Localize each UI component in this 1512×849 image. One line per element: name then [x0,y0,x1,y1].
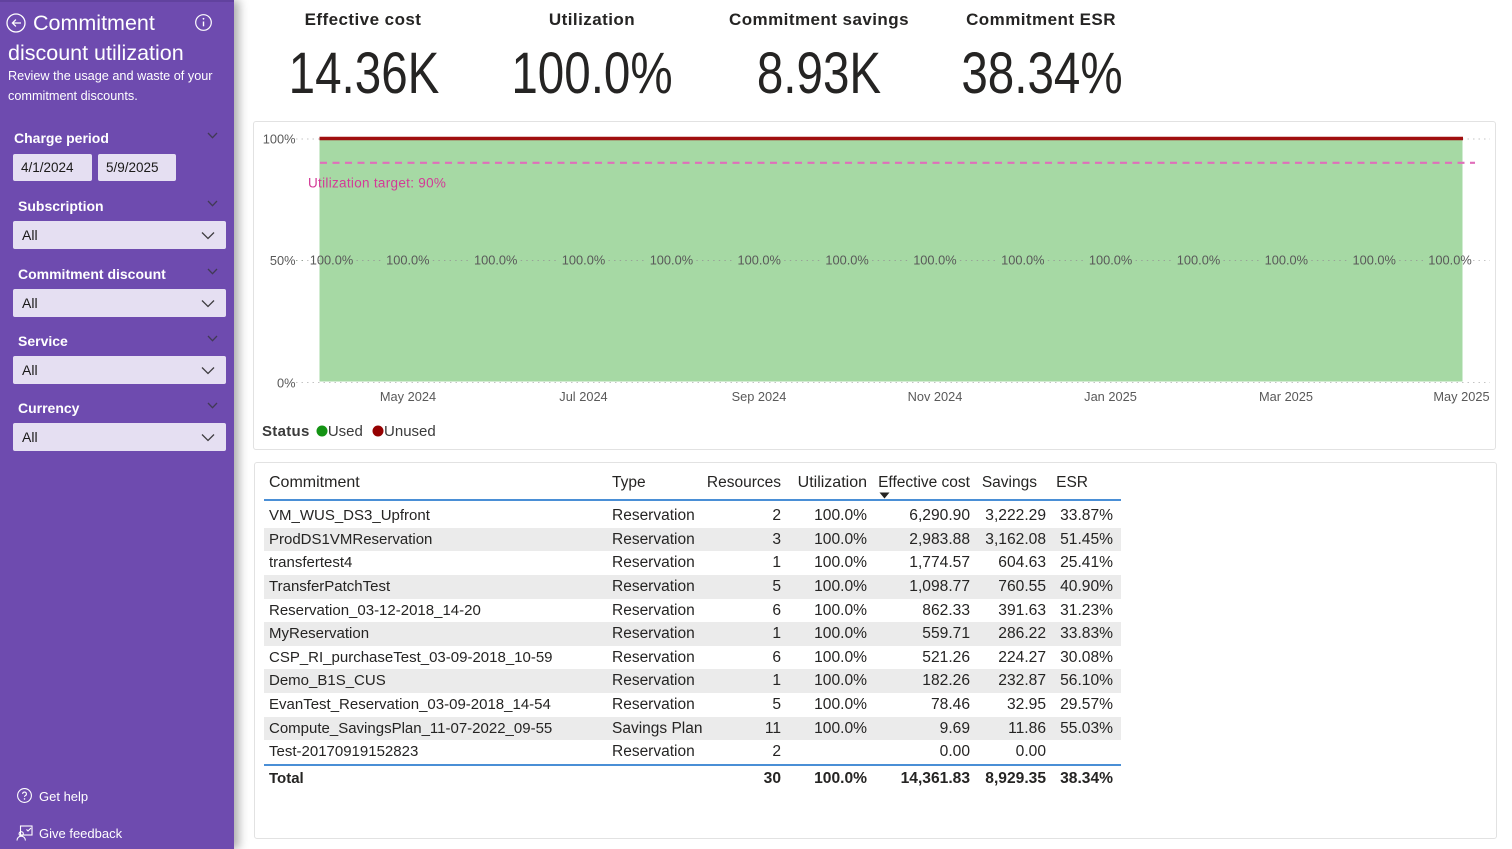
svg-text:Jul 2024: Jul 2024 [559,389,607,404]
svg-text:100.0%: 100.0% [474,253,517,268]
svg-text:100.0%: 100.0% [386,253,429,268]
svg-text:100.0%: 100.0% [1428,253,1471,268]
svg-text:Sep 2024: Sep 2024 [732,389,787,404]
svg-text:0%: 0% [277,376,296,391]
svg-text:100.0%: 100.0% [1265,253,1308,268]
svg-text:100.0%: 100.0% [1177,253,1220,268]
svg-text:50%: 50% [270,253,296,268]
svg-text:May 2024: May 2024 [380,389,436,404]
svg-text:Mar 2025: Mar 2025 [1259,389,1313,404]
svg-text:Utilization target: 90%: Utilization target: 90% [308,176,446,191]
svg-text:100.0%: 100.0% [737,253,780,268]
svg-text:Nov 2024: Nov 2024 [908,389,963,404]
svg-text:100.0%: 100.0% [562,253,605,268]
svg-text:100%: 100% [263,132,296,147]
svg-text:100.0%: 100.0% [1352,253,1395,268]
svg-text:100.0%: 100.0% [1089,253,1132,268]
svg-text:Jan 2025: Jan 2025 [1084,389,1137,404]
svg-text:100.0%: 100.0% [650,253,693,268]
svg-text:May 2025: May 2025 [1433,389,1489,404]
svg-text:100.0%: 100.0% [1001,253,1044,268]
svg-text:100.0%: 100.0% [825,253,868,268]
svg-text:100.0%: 100.0% [310,253,353,268]
svg-text:100.0%: 100.0% [913,253,956,268]
